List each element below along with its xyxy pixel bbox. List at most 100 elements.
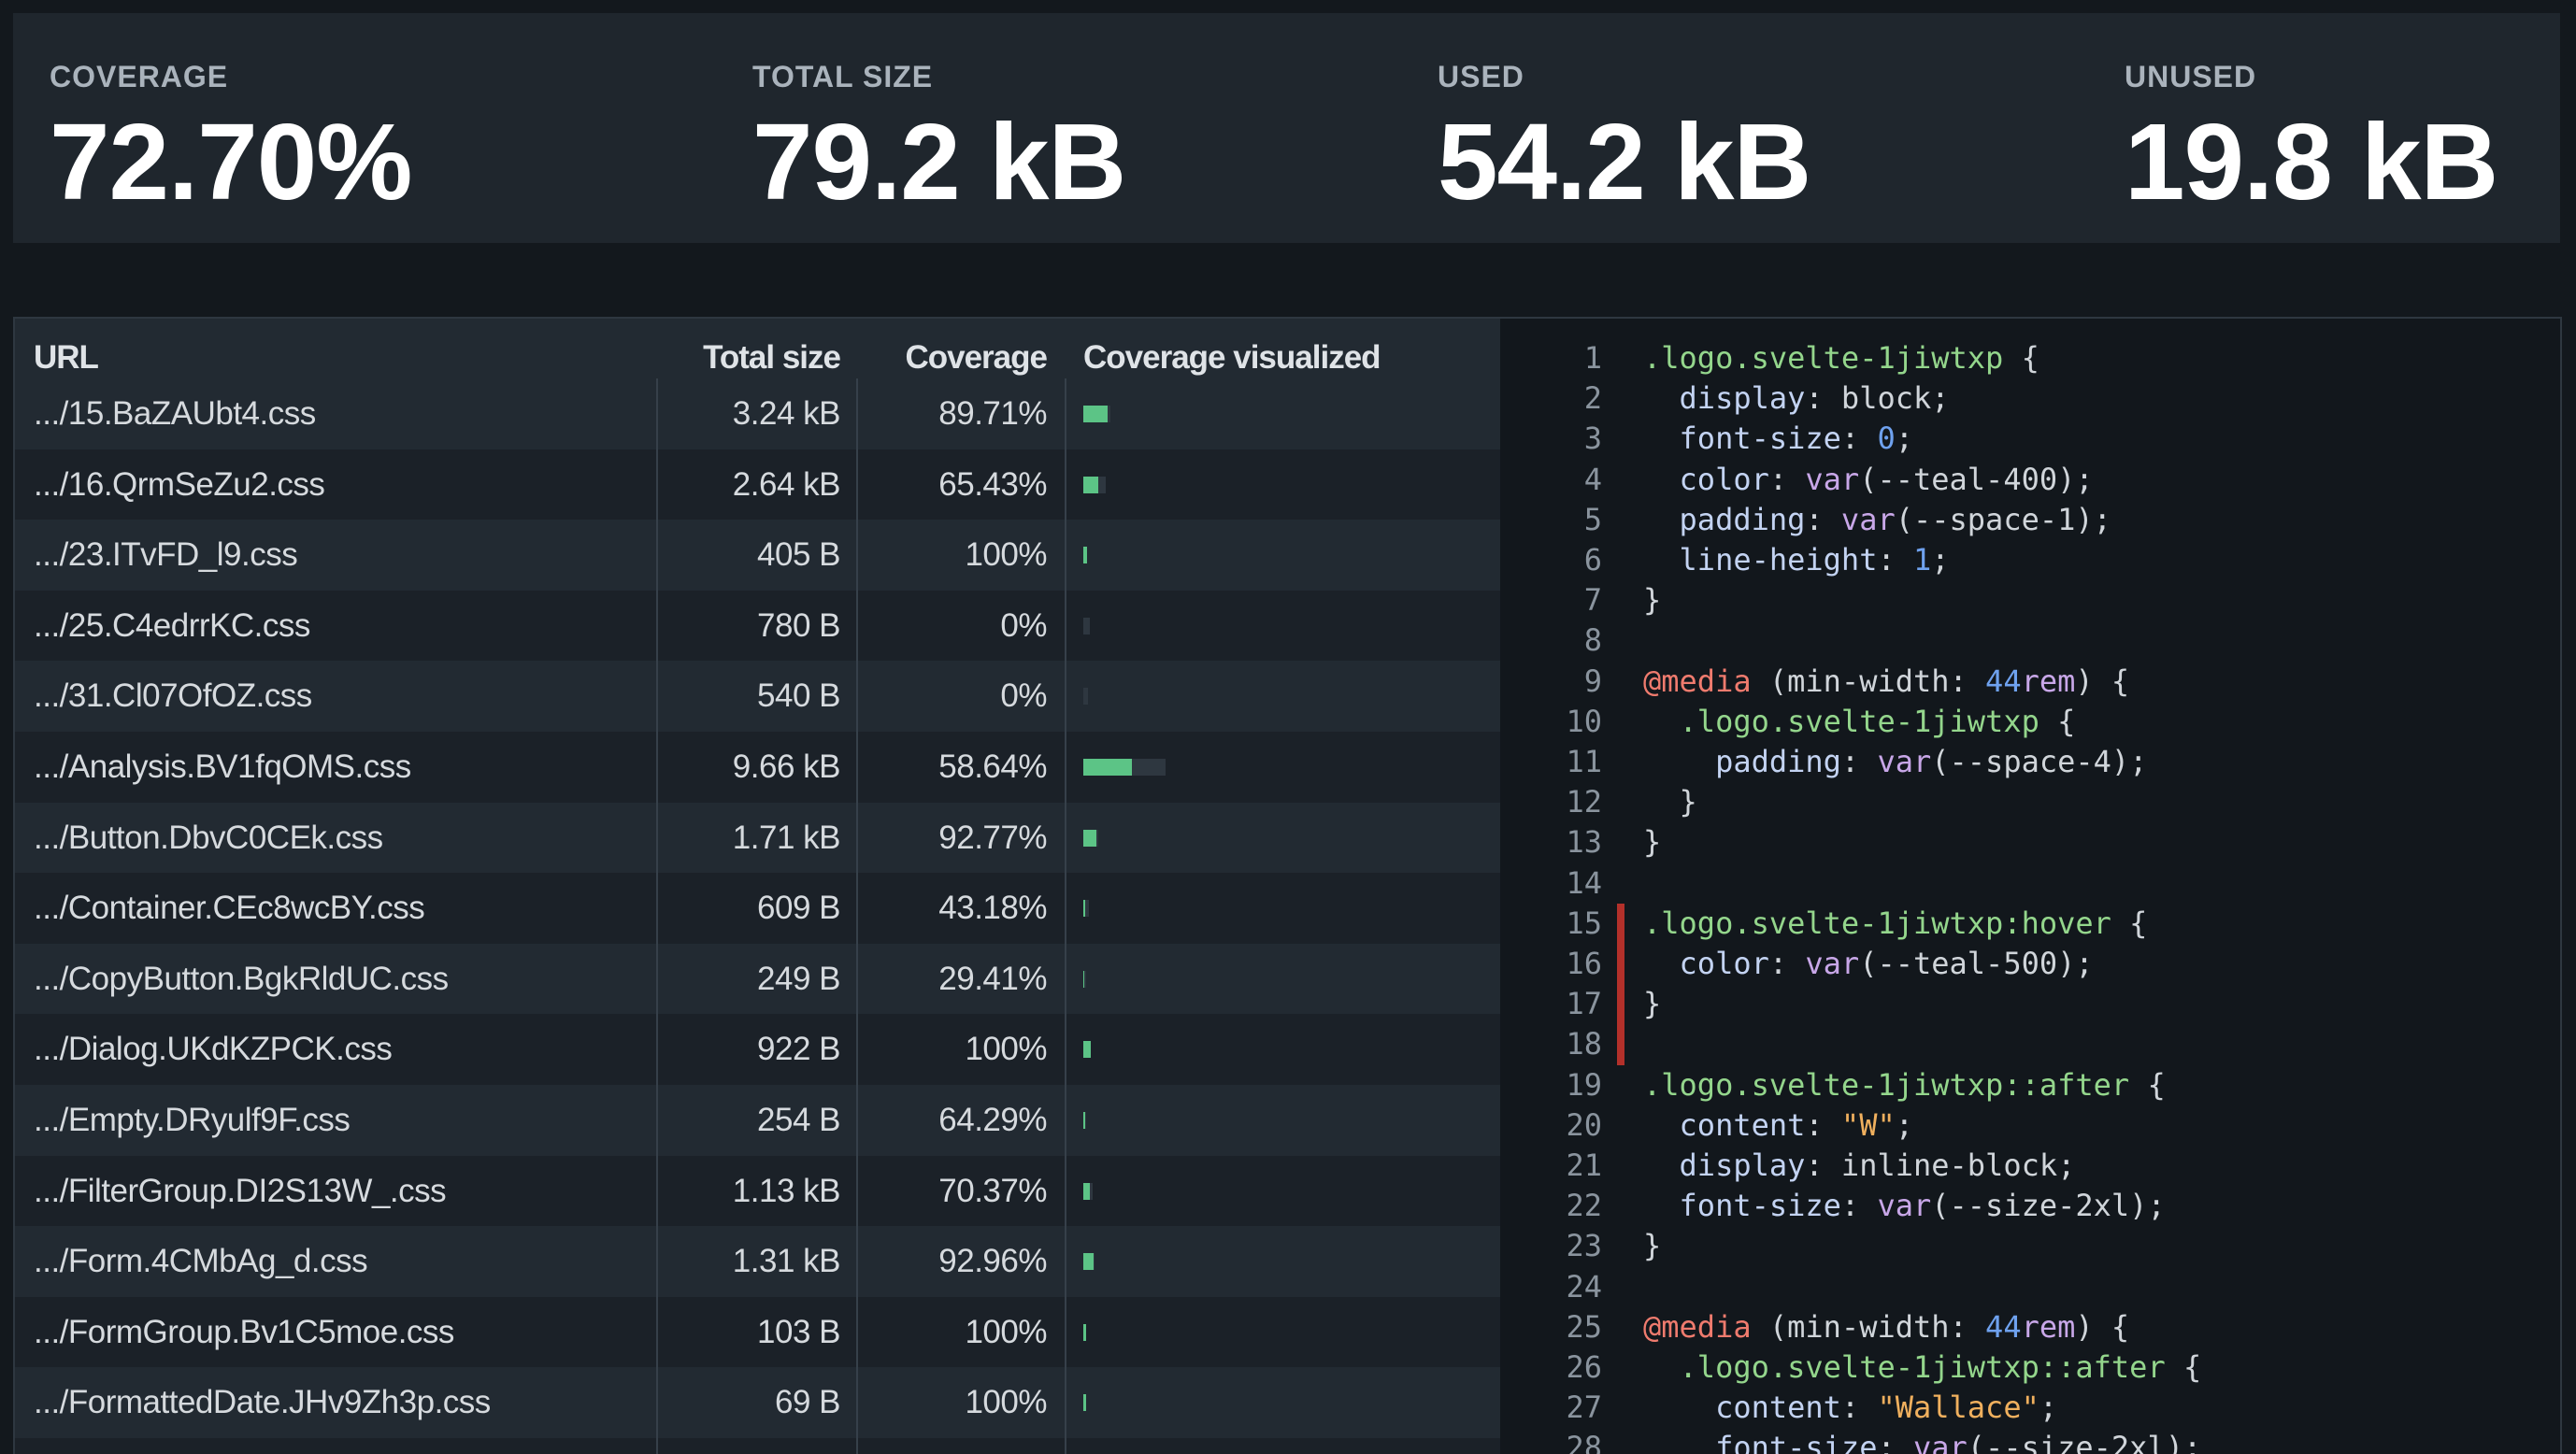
code-token: : inline-block; — [1805, 1148, 2076, 1183]
code-token: : — [1840, 1188, 1878, 1224]
code-token: 0 — [1877, 421, 1896, 457]
table-row[interactable]: .../15.BaZAUbt4.css 3.24 kB 89.71% — [15, 378, 1500, 449]
table-row — [15, 1438, 1500, 1454]
code-token: line-height — [1679, 542, 1878, 577]
stat-label: TOTAL SIZE — [752, 60, 934, 93]
table-row[interactable]: .../Form.4CMbAg_d.css 1.31 kB 92.96% — [15, 1226, 1500, 1297]
line-number: 12 — [1566, 784, 1602, 820]
code-token: { — [2003, 340, 2039, 376]
table-row[interactable]: .../31.Cl07OfOZ.css 540 B 0% — [15, 661, 1500, 732]
coverage-bar — [1083, 970, 1086, 988]
coverage-bar-used — [1083, 476, 1098, 493]
code-token: : — [1877, 542, 1913, 577]
code-token: rem — [2021, 1308, 2076, 1345]
line-number: 23 — [1566, 1228, 1602, 1264]
code-token: ) { — [2075, 663, 2130, 699]
line-number: 6 — [1583, 542, 1602, 577]
code-line: 3 font-size: 0; — [1500, 419, 2560, 459]
code-token: ; — [1895, 421, 1913, 457]
code-token — [1643, 1349, 1680, 1385]
row-coverage: 100% — [965, 1384, 1047, 1421]
code-token: font-size — [1679, 421, 1841, 457]
coverage-bar-used — [1083, 1182, 1091, 1200]
stat-value: 72.70% — [50, 101, 412, 222]
code-token: padding — [1679, 501, 1806, 537]
table-row[interactable]: .../FormGroup.Bv1C5moe.css 103 B 100% — [15, 1296, 1500, 1368]
coverage-bar-used — [1083, 1394, 1086, 1412]
coverage-bar-used — [1083, 547, 1087, 564]
line-number: 2 — [1583, 380, 1602, 417]
code-token: var — [1877, 1188, 1932, 1224]
row-url: .../31.Cl07OfOZ.css — [34, 677, 312, 715]
code-text: } — [1643, 580, 1661, 620]
coverage-bar — [1083, 900, 1089, 918]
code-line: 28 font-size: var(--size-2xl); — [1500, 1428, 2560, 1454]
code-token: 44 — [1985, 663, 2022, 699]
coverage-bar — [1083, 1323, 1086, 1341]
stat-label: COVERAGE — [50, 60, 229, 93]
code-line: 17} — [1500, 984, 2560, 1025]
code-text: @media (min-width: 44rem) { — [1643, 662, 2129, 702]
code-line: 18 — [1500, 1024, 2560, 1065]
table-row[interactable]: .../16.QrmSeZu2.css 2.64 kB 65.43% — [15, 449, 1500, 520]
column-header-total-size[interactable]: Total size — [703, 339, 841, 376]
coverage-bar-used — [1083, 1112, 1085, 1129]
column-header-coverage[interactable]: Coverage — [905, 339, 1048, 376]
row-total-size: 9.66 kB — [732, 748, 841, 785]
code-line: 2 display: block; — [1500, 378, 2560, 419]
code-token — [1643, 704, 1680, 739]
row-coverage: 64.29% — [938, 1102, 1047, 1138]
table-row[interactable]: .../Empty.DRyulf9F.css 254 B 64.29% — [15, 1085, 1500, 1156]
code-text: font-size: 0; — [1643, 419, 1913, 459]
code-text: } — [1643, 782, 1697, 822]
table-row[interactable]: .../Button.DbvC0CEk.css 1.71 kB 92.77% — [15, 802, 1500, 874]
code-token: : — [1805, 501, 1841, 537]
table-row[interactable]: .../23.ITvFD_l9.css 405 B 100% — [15, 520, 1500, 591]
column-header-coverage-visualized[interactable]: Coverage visualized — [1083, 339, 1381, 376]
row-total-size: 2.64 kB — [732, 465, 841, 503]
code-line: 1 .logo.svelte-1jiwtxp { — [1500, 338, 2560, 378]
coverage-bar-used — [1083, 900, 1086, 918]
row-total-size: 103 B — [757, 1313, 840, 1350]
line-number: 26 — [1566, 1349, 1602, 1385]
line-number: 17 — [1566, 986, 1602, 1022]
code-token: : — [1877, 1430, 1913, 1454]
code-token: : — [1840, 1390, 1878, 1426]
coverage-bar — [1083, 829, 1098, 847]
line-number: 27 — [1566, 1390, 1602, 1426]
code-token — [1643, 946, 1680, 981]
table-row[interactable]: .../Analysis.BV1fqOMS.css 9.66 kB 58.64% — [15, 732, 1500, 803]
column-header-url[interactable]: URL — [34, 339, 99, 376]
line-number: 18 — [1566, 1026, 1602, 1062]
row-total-size: 69 B — [775, 1384, 841, 1421]
code-line: 23} — [1500, 1226, 2560, 1266]
row-url: .../Container.CEc8wcBY.css — [34, 890, 425, 927]
table-row[interactable]: .../Dialog.UKdKZPCK.css 922 B 100% — [15, 1014, 1500, 1085]
row-url: .../23.ITvFD_l9.css — [34, 536, 298, 574]
code-token: : — [1805, 1106, 1841, 1143]
coverage-bar — [1083, 1112, 1086, 1129]
code-line: 26 .logo.svelte-1jiwtxp::after { — [1500, 1347, 2560, 1388]
table-row[interactable]: .../FormattedDate.JHv9Zh3p.css 69 B 100% — [15, 1367, 1500, 1438]
code-token: 44 — [1985, 1308, 2022, 1345]
line-number: 14 — [1566, 864, 1602, 901]
coverage-bar-used — [1083, 1253, 1095, 1271]
code-token: : block; — [1805, 380, 1950, 417]
row-coverage: 100% — [965, 1313, 1047, 1350]
code-token: } — [1643, 784, 1697, 820]
line-number: 21 — [1566, 1148, 1602, 1183]
table-row[interactable]: .../FilterGroup.DI2S13W_.css 1.13 kB 70.37… — [15, 1155, 1500, 1227]
code-token: ) { — [2075, 1308, 2130, 1345]
code-text: content: "W"; — [1643, 1105, 1913, 1146]
code-token: "Wallace" — [1877, 1390, 2039, 1426]
row-coverage: 0% — [1000, 606, 1047, 644]
table-row[interactable]: .../25.C4edrrKC.css 780 B 0% — [15, 590, 1500, 662]
code-line: 5 padding: var(--space-1); — [1500, 500, 2560, 540]
table-row[interactable]: .../Container.CEc8wcBY.css 609 B 43.18% — [15, 873, 1500, 944]
row-total-size: 609 B — [757, 890, 840, 927]
line-number: 8 — [1583, 622, 1602, 659]
table-row[interactable]: .../CopyButton.BgkRldUC.css 249 B 29.41% — [15, 943, 1500, 1015]
row-url: .../25.C4edrrKC.css — [34, 606, 310, 644]
line-number: 3 — [1583, 421, 1602, 457]
line-number: 15 — [1566, 905, 1602, 941]
